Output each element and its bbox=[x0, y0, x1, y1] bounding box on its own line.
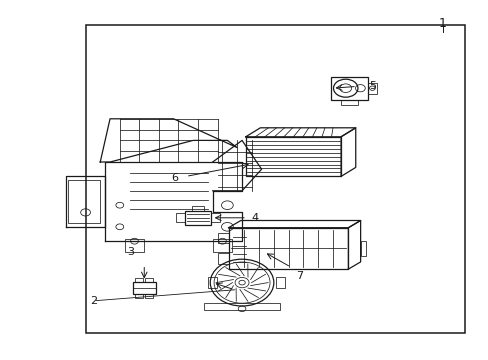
Bar bbox=[192, 206, 203, 211]
Text: 3: 3 bbox=[127, 247, 134, 257]
Bar bbox=[217, 253, 228, 264]
Bar bbox=[211, 213, 220, 222]
Bar bbox=[331, 77, 367, 100]
Bar bbox=[145, 278, 153, 282]
Bar bbox=[85, 25, 464, 333]
Bar bbox=[145, 294, 153, 298]
Text: 7: 7 bbox=[295, 271, 303, 281]
Bar bbox=[245, 137, 341, 176]
Bar bbox=[132, 282, 156, 294]
Bar bbox=[176, 213, 184, 222]
Bar bbox=[207, 277, 216, 288]
Bar bbox=[340, 100, 358, 105]
Bar bbox=[228, 228, 347, 269]
Bar bbox=[124, 239, 144, 252]
Bar bbox=[212, 239, 232, 252]
Text: 5: 5 bbox=[368, 81, 375, 91]
Bar bbox=[276, 277, 285, 288]
Bar bbox=[68, 180, 100, 223]
Bar bbox=[217, 233, 228, 243]
Text: 6: 6 bbox=[171, 173, 178, 183]
Bar bbox=[135, 294, 143, 298]
Text: 4: 4 bbox=[251, 213, 259, 223]
Text: 1: 1 bbox=[438, 17, 446, 30]
Bar bbox=[184, 211, 211, 225]
Bar bbox=[135, 278, 143, 282]
Bar bbox=[203, 303, 280, 310]
Bar bbox=[367, 83, 376, 94]
Bar bbox=[360, 241, 365, 256]
Text: 2: 2 bbox=[90, 296, 98, 306]
